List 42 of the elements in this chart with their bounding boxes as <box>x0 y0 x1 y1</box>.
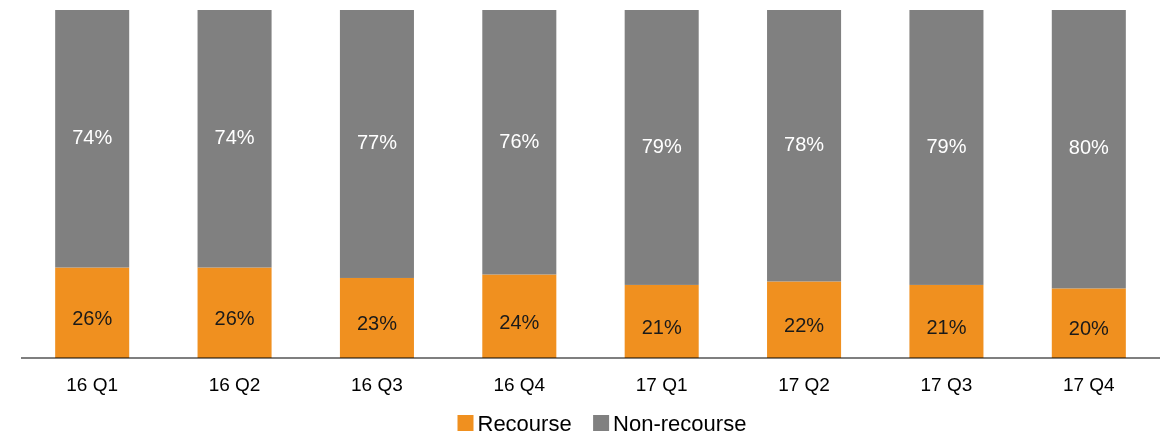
bar <box>55 10 130 268</box>
bar <box>339 10 414 278</box>
bar <box>482 274 557 358</box>
bar <box>1051 10 1126 289</box>
bar <box>339 277 414 358</box>
x-tick-label: 17 Q2 <box>778 374 830 395</box>
bar <box>624 284 699 358</box>
bar <box>55 267 130 358</box>
data-label: 26% <box>72 307 113 330</box>
data-label: 77% <box>356 131 398 154</box>
bar <box>767 281 842 358</box>
data-label: 26% <box>214 307 255 330</box>
data-label: 24% <box>499 310 540 333</box>
data-label: 79% <box>926 134 967 157</box>
x-tick-label: 17 Q4 <box>1062 374 1116 395</box>
x-tick-label: 16 Q1 <box>66 374 119 395</box>
data-label: 22% <box>784 314 825 336</box>
x-tick-label: 16 Q3 <box>351 374 403 395</box>
data-label: 80% <box>1068 136 1110 159</box>
bar <box>197 267 272 358</box>
x-tick-label: 16 Q4 <box>493 374 546 395</box>
bar <box>909 10 984 285</box>
data-label: 23% <box>356 312 398 335</box>
data-label: 79% <box>641 134 682 157</box>
data-label: 74% <box>214 126 255 149</box>
legend-label: Non-recourse <box>613 411 747 436</box>
legend-label: Recourse <box>477 411 572 436</box>
bar <box>767 10 842 282</box>
data-label: 76% <box>499 129 540 152</box>
bar <box>624 10 699 285</box>
data-label: 21% <box>926 315 967 338</box>
bar <box>197 10 272 268</box>
data-label: 74% <box>72 126 113 149</box>
bar <box>909 284 984 358</box>
data-label: 78% <box>784 133 825 155</box>
x-tick-label: 17 Q3 <box>920 374 973 395</box>
bar <box>482 10 557 275</box>
data-label: 21% <box>641 315 682 338</box>
data-label: 20% <box>1068 317 1110 340</box>
bar <box>1051 288 1126 358</box>
x-tick-label: 16 Q2 <box>208 374 261 395</box>
x-tick-label: 17 Q1 <box>635 374 688 395</box>
